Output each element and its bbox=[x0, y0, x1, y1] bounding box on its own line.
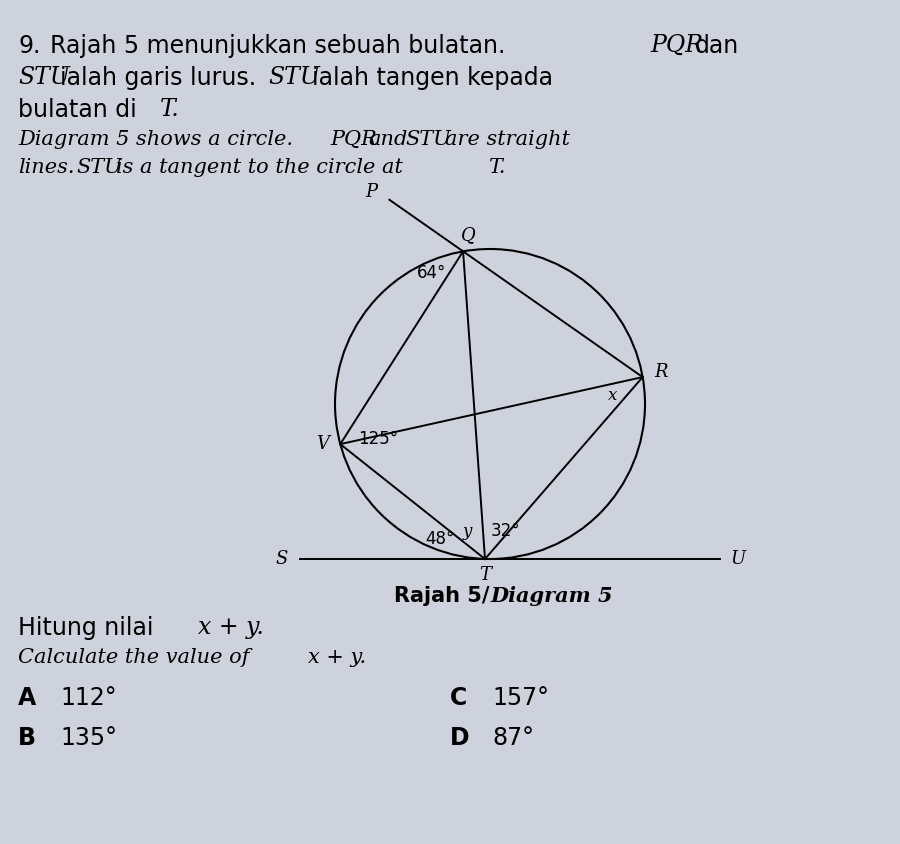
Text: T.: T. bbox=[160, 98, 180, 121]
Text: 112°: 112° bbox=[60, 686, 117, 710]
Text: C: C bbox=[450, 686, 467, 710]
Text: A: A bbox=[18, 686, 36, 710]
Text: V: V bbox=[316, 436, 328, 453]
Text: B: B bbox=[18, 726, 36, 750]
Text: STU: STU bbox=[18, 66, 70, 89]
Text: x: x bbox=[608, 387, 617, 403]
Text: T: T bbox=[479, 566, 491, 584]
Text: PQR: PQR bbox=[650, 34, 703, 57]
Text: bulatan di: bulatan di bbox=[18, 98, 137, 122]
Text: and: and bbox=[368, 130, 408, 149]
Text: 135°: 135° bbox=[60, 726, 117, 750]
Text: STU: STU bbox=[405, 130, 451, 149]
Text: 87°: 87° bbox=[492, 726, 534, 750]
Text: are straight: are straight bbox=[445, 130, 570, 149]
Text: Diagram 5: Diagram 5 bbox=[490, 586, 613, 606]
Text: STU: STU bbox=[268, 66, 320, 89]
Text: y: y bbox=[463, 522, 472, 539]
Text: Hitung nilai: Hitung nilai bbox=[18, 616, 154, 640]
Text: 9.: 9. bbox=[18, 34, 40, 58]
Text: 48°: 48° bbox=[426, 530, 454, 548]
Text: P: P bbox=[365, 183, 377, 201]
Text: x + y.: x + y. bbox=[308, 648, 366, 667]
Text: Diagram 5 shows a circle.: Diagram 5 shows a circle. bbox=[18, 130, 293, 149]
Text: Calculate the value of: Calculate the value of bbox=[18, 648, 249, 667]
Text: ialah garis lurus.: ialah garis lurus. bbox=[60, 66, 256, 90]
Text: Rajah 5 menunjukkan sebuah bulatan.: Rajah 5 menunjukkan sebuah bulatan. bbox=[50, 34, 506, 58]
Text: R: R bbox=[654, 363, 668, 381]
Text: is a tangent to the circle at: is a tangent to the circle at bbox=[116, 158, 403, 177]
Text: T.: T. bbox=[488, 158, 506, 177]
Text: PQR: PQR bbox=[330, 130, 377, 149]
Text: lines.: lines. bbox=[18, 158, 75, 177]
Text: Rajah 5/: Rajah 5/ bbox=[394, 586, 490, 606]
Text: x + y.: x + y. bbox=[198, 616, 264, 639]
Text: 64°: 64° bbox=[417, 264, 446, 283]
Text: S: S bbox=[275, 550, 288, 568]
Text: U: U bbox=[731, 550, 745, 568]
Text: STU: STU bbox=[76, 158, 122, 177]
Text: Q: Q bbox=[461, 226, 475, 245]
Text: D: D bbox=[450, 726, 470, 750]
Text: 125°: 125° bbox=[358, 430, 399, 448]
Text: dan: dan bbox=[695, 34, 739, 58]
Text: 157°: 157° bbox=[492, 686, 549, 710]
Text: 32°: 32° bbox=[491, 522, 520, 540]
Text: ialah tangen kepada: ialah tangen kepada bbox=[312, 66, 553, 90]
